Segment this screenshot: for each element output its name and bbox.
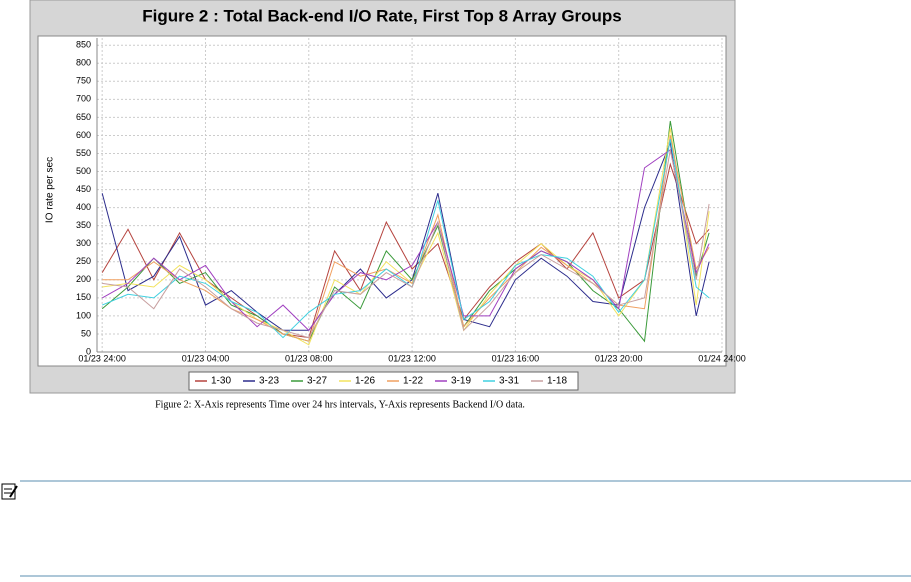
legend-label: 3-23: [259, 376, 279, 387]
chart-title: Figure 2 : Total Back-end I/O Rate, Firs…: [142, 6, 622, 25]
y-tick-label: 50: [81, 328, 91, 338]
y-tick-label: 200: [76, 274, 91, 284]
x-tick-label: 01/23 24:00: [78, 353, 126, 363]
y-tick-label: 650: [76, 112, 91, 122]
y-tick-label: 450: [76, 184, 91, 194]
legend-label: 3-31: [499, 376, 519, 387]
y-tick-label: 0: [86, 346, 91, 356]
series-line: [102, 149, 710, 339]
legend-label: 1-22: [403, 376, 423, 387]
legend-label: 3-27: [307, 376, 327, 387]
legend-label: 1-26: [355, 376, 375, 387]
x-tick-label: 01/24 24:00: [698, 353, 746, 363]
y-tick-label: 500: [76, 166, 91, 176]
legend-label: 3-19: [451, 376, 471, 387]
y-tick-label: 350: [76, 220, 91, 230]
y-tick-label: 600: [76, 130, 91, 140]
y-tick-label: 150: [76, 292, 91, 302]
plot-panel: [37, 35, 727, 367]
y-tick-label: 300: [76, 238, 91, 248]
x-tick-label: 01/23 12:00: [388, 353, 436, 363]
legend: [188, 371, 579, 391]
x-tick-label: 01/23 20:00: [595, 353, 643, 363]
note-icon: [1, 483, 18, 500]
y-tick-label: 550: [76, 148, 91, 158]
x-tick-label: 01/23 04:00: [182, 353, 230, 363]
y-tick-label: 100: [76, 310, 91, 320]
legend-label: 1-18: [547, 376, 567, 387]
y-tick-label: 250: [76, 256, 91, 266]
legend-label: 1-30: [211, 376, 231, 387]
y-tick-label: 400: [76, 202, 91, 212]
x-tick-label: 01/23 08:00: [285, 353, 333, 363]
y-tick-label: 700: [76, 94, 91, 104]
y-tick-label: 800: [76, 58, 91, 68]
caption: Figure 2: X-Axis represents Time over 24…: [155, 399, 525, 410]
y-tick-label: 850: [76, 40, 91, 50]
x-tick-label: 01/23 16:00: [492, 353, 540, 363]
y-tick-label: 750: [76, 76, 91, 86]
y-axis-label: IO rate per sec: [45, 157, 56, 223]
series-line: [101, 149, 710, 332]
